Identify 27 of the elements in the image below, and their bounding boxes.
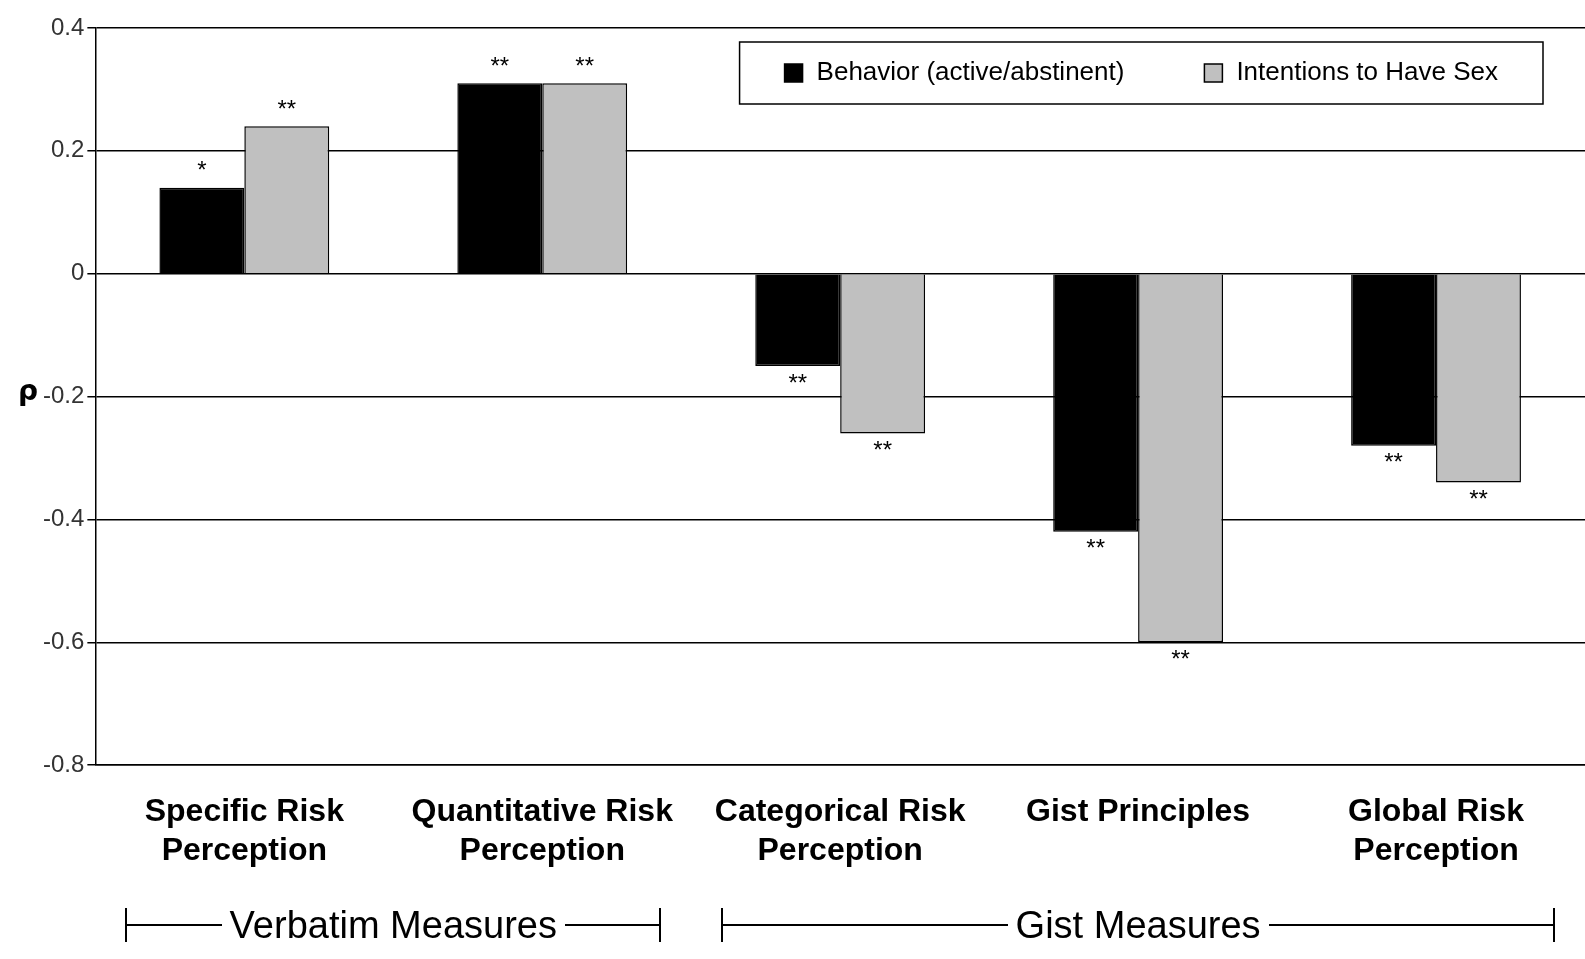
x-tick-label: Specific Risk Perception bbox=[144, 792, 345, 867]
y-tick-label: -0.4 bbox=[43, 504, 85, 532]
x-tick-label: Gist Principles bbox=[1026, 792, 1251, 829]
y-tick-label: 0.2 bbox=[50, 135, 85, 163]
data-label: ** bbox=[575, 51, 595, 79]
y-tick-label: -0.8 bbox=[43, 749, 85, 777]
legend-label: Behavior (active/abstinent) bbox=[816, 56, 1125, 87]
data-label: ** bbox=[1086, 534, 1105, 562]
data-label: ** bbox=[490, 51, 510, 79]
y-tick-label: 0 bbox=[71, 258, 85, 286]
x-tick-label: Quantitative Risk Perception bbox=[411, 792, 674, 867]
data-label: ** bbox=[277, 94, 297, 122]
y-tick-label: -0.2 bbox=[43, 381, 85, 409]
text: Verbatim Measures bbox=[228, 903, 558, 947]
data-label: ** bbox=[1171, 644, 1190, 672]
text: Gist Measures bbox=[1014, 903, 1262, 947]
y-axis-title: ρ bbox=[17, 373, 39, 407]
x-tick-label: Categorical Risk Perception bbox=[714, 792, 966, 867]
x-tick-label: Global Risk Perception bbox=[1348, 792, 1525, 867]
data-label: ** bbox=[873, 436, 892, 464]
data-label: ** bbox=[788, 368, 808, 396]
legend-label: Intentions to Have Sex bbox=[1236, 56, 1499, 87]
y-tick-label: 0.4 bbox=[50, 12, 85, 40]
data-label: * bbox=[197, 156, 207, 184]
data-label: ** bbox=[1384, 448, 1403, 476]
data-label: ** bbox=[1469, 485, 1488, 513]
y-tick-label: -0.6 bbox=[43, 626, 85, 654]
